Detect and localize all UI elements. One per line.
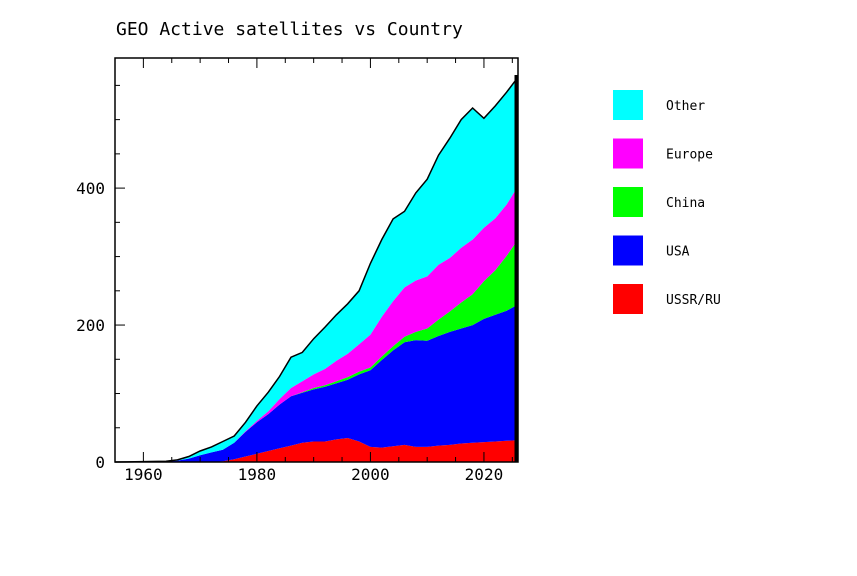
y-tick-label: 400 xyxy=(76,179,105,198)
x-tick-label: 2000 xyxy=(351,465,390,484)
plot-frame xyxy=(114,57,519,463)
y-axis: 0 200 400 xyxy=(76,84,125,472)
area-usa xyxy=(115,304,518,462)
legend-label-other: Other xyxy=(666,99,705,114)
legend-label-europe: Europe xyxy=(666,148,713,163)
stacked-areas xyxy=(115,77,518,462)
x-axis: 1960 1980 2000 2020 xyxy=(124,58,513,484)
x-tick-label: 1980 xyxy=(238,465,277,484)
legend: Other Europe China USA USSR/RU xyxy=(613,90,721,314)
legend-swatch-china xyxy=(613,187,643,217)
chart-title: GEO Active satellites vs Country xyxy=(116,19,463,40)
area-other xyxy=(115,77,518,462)
y-tick-label: 200 xyxy=(76,316,105,335)
y-tick-label: 0 xyxy=(95,453,105,472)
total-outline xyxy=(114,76,519,463)
legend-swatch-usa xyxy=(613,235,643,266)
legend-swatch-europe xyxy=(613,138,643,169)
x-tick-label: 1960 xyxy=(124,465,163,484)
area-ussr-ru xyxy=(115,438,518,462)
legend-label-usa: USA xyxy=(666,245,690,260)
x-tick-label: 2020 xyxy=(465,465,504,484)
legend-swatch-other xyxy=(613,90,643,120)
legend-label-ussr-ru: USSR/RU xyxy=(666,293,721,308)
legend-label-china: China xyxy=(666,196,705,211)
legend-swatch-ussr-ru xyxy=(613,284,643,314)
